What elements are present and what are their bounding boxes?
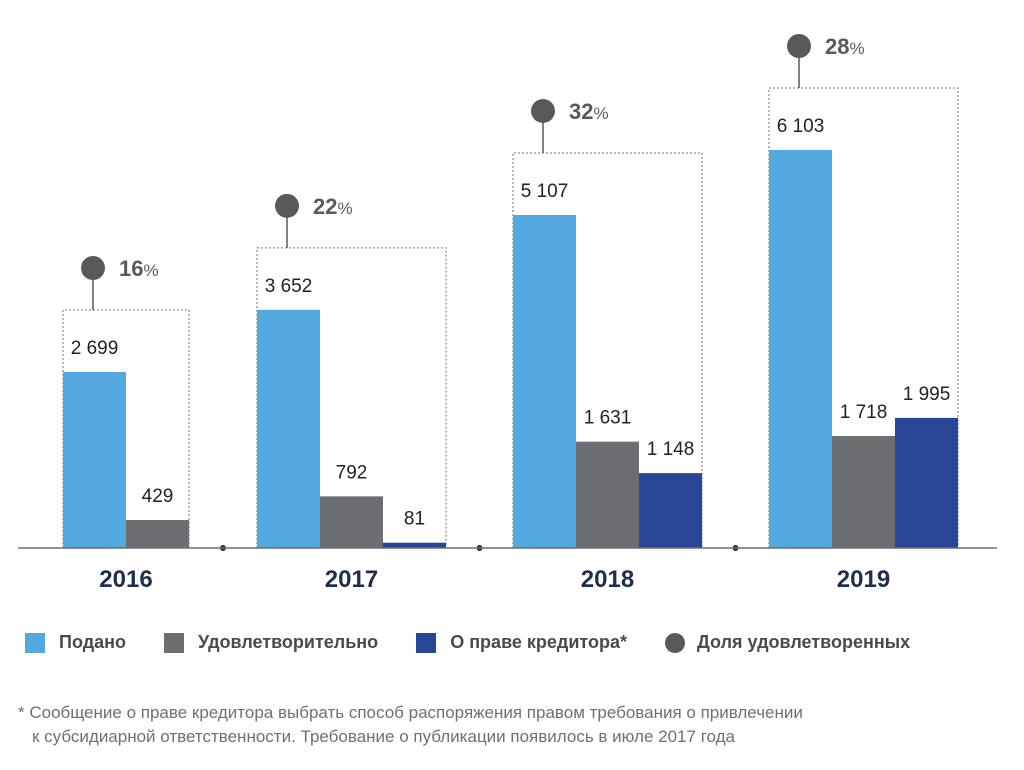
legend-item-submitted: Подано bbox=[25, 632, 126, 653]
group-bracket-2016 bbox=[62, 309, 190, 548]
share-label-2018: 32% bbox=[569, 99, 609, 124]
bar-label-1-2018: 1 631 bbox=[584, 408, 632, 429]
category-label-2018: 2018 bbox=[581, 566, 634, 593]
bar-label-1-2017: 792 bbox=[336, 462, 368, 483]
bar-label-2-2019: 1 995 bbox=[903, 384, 951, 405]
bar-2-2018 bbox=[639, 473, 702, 548]
bar-label-1-2016: 429 bbox=[142, 486, 174, 507]
legend-label-creditor-right: О праве кредитора* bbox=[450, 632, 627, 652]
bar-chart: 16% 2 699 429 2016 22% 3 652 792 81 2017 32% 5 107… bbox=[18, 34, 997, 593]
footnote: * Сообщение о праве кредитора выбрать сп… bbox=[18, 701, 1008, 749]
share-marker-dot-2017 bbox=[275, 193, 299, 218]
bar-2-2017 bbox=[383, 542, 446, 548]
category-label-2016: 2016 bbox=[99, 566, 152, 593]
share-label-2017: 22% bbox=[313, 194, 353, 219]
share-label-2019: 28% bbox=[825, 34, 865, 59]
bar-0-2018 bbox=[513, 214, 576, 548]
share-marker-dot-2019 bbox=[787, 34, 811, 58]
legend-label-satisfied: Удовлетворительно bbox=[198, 632, 379, 652]
bar-1-2017 bbox=[320, 496, 383, 548]
bar-0-2019 bbox=[769, 150, 832, 548]
footnote-line-1: * Сообщение о праве кредитора выбрать сп… bbox=[18, 703, 803, 722]
category-label-2017: 2017 bbox=[325, 566, 378, 593]
bar-label-2-2018: 1 148 bbox=[647, 439, 695, 460]
bar-0-2017 bbox=[257, 309, 320, 548]
bar-label-0-2016: 2 699 bbox=[71, 338, 119, 359]
legend-item-share: Доля удовлетворенных bbox=[665, 632, 910, 653]
legend: Подано Удовлетворительно О праве кредито… bbox=[25, 632, 910, 653]
bar-label-2-2017: 81 bbox=[404, 509, 425, 530]
bar-0-2016 bbox=[63, 371, 126, 548]
bar-2-2019 bbox=[895, 417, 958, 548]
share-marker-dot-2016 bbox=[81, 255, 105, 280]
legend-swatch-satisfied bbox=[164, 632, 184, 653]
bar-label-1-2019: 1 718 bbox=[840, 402, 888, 423]
bar-label-0-2019: 6 103 bbox=[777, 116, 825, 137]
legend-item-creditor-right: О праве кредитора* bbox=[416, 632, 627, 653]
legend-label-share: Доля удовлетворенных bbox=[697, 632, 911, 652]
legend-swatch-submitted bbox=[25, 632, 45, 653]
legend-swatch-creditor-right bbox=[416, 632, 437, 653]
legend-dot-share bbox=[665, 632, 685, 653]
category-label-2019: 2019 bbox=[837, 566, 890, 593]
bar-1-2018 bbox=[576, 441, 639, 548]
share-marker-dot-2018 bbox=[531, 98, 555, 123]
footnote-line-2: к субсидиарной ответственности. Требован… bbox=[32, 727, 735, 746]
legend-item-satisfied: Удовлетворительно bbox=[164, 632, 378, 653]
share-label-2016: 16% bbox=[119, 256, 159, 281]
bar-label-0-2017: 3 652 bbox=[265, 276, 313, 297]
legend-label-submitted: Подано bbox=[59, 632, 126, 652]
bar-label-0-2018: 5 107 bbox=[521, 181, 569, 202]
bar-1-2016 bbox=[126, 520, 189, 548]
bar-1-2019 bbox=[832, 435, 895, 548]
